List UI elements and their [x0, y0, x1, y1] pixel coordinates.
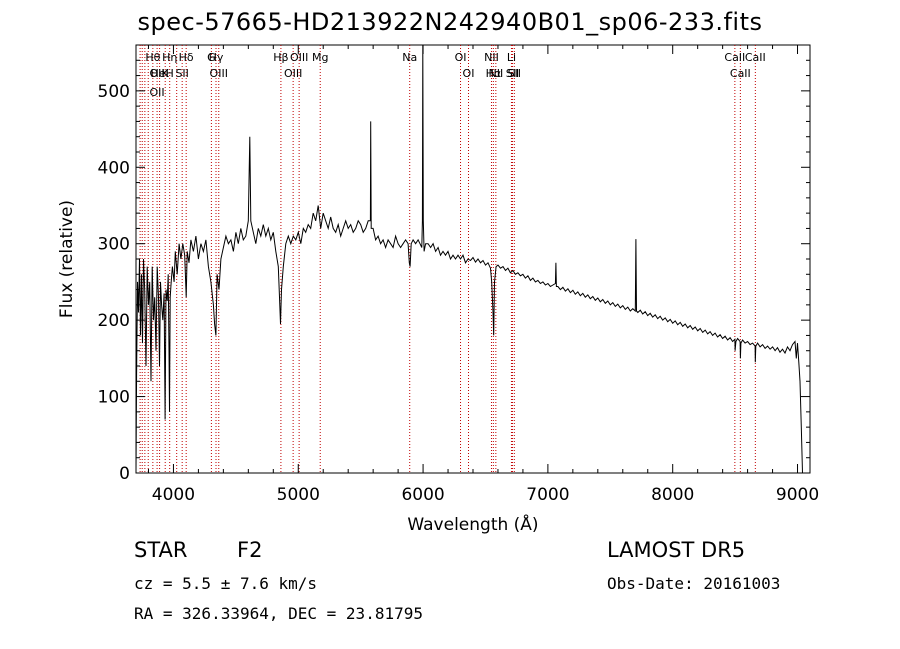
line-marker-label: SII: [508, 67, 521, 80]
line-markers: [139, 45, 756, 473]
line-marker-label: CaII: [745, 51, 766, 64]
obs-date: Obs-Date: 20161003: [607, 574, 781, 593]
line-marker-label: Hθ: [145, 51, 160, 64]
y-axis-label: Flux (relative): [57, 200, 77, 318]
line-marker-label: OII: [150, 67, 165, 80]
survey-name: LAMOST DR5: [607, 538, 746, 562]
chart-title: spec-57665-HD213922N242940B01_sp06-233.f…: [137, 8, 763, 36]
redshift-cz: cz = 5.5 ± 7.6 km/s: [134, 574, 318, 593]
line-marker-label: SII: [506, 67, 519, 80]
y-tick-label: 300: [98, 235, 130, 255]
line-marker-label: CaII: [724, 51, 745, 64]
line-marker-label: Hδ: [179, 51, 194, 64]
x-tick-label: 8000: [651, 485, 694, 505]
x-tick-label: 7000: [526, 485, 569, 505]
line-marker-label: H: [166, 67, 174, 80]
x-axis-ticks: 4000 5000 6000 7000 8000 9000: [147, 45, 819, 505]
x-tick-label: 4000: [152, 485, 195, 505]
line-marker-label: Li: [507, 51, 516, 64]
plot-frame: [135, 44, 811, 474]
x-axis-label: Wavelength (Å): [407, 513, 538, 535]
line-marker-label: OIII: [284, 67, 302, 80]
line-marker-label: OII: [150, 86, 165, 99]
line-marker-label: NII: [488, 67, 503, 80]
y-tick-label: 0: [119, 464, 130, 484]
object-subclass: F2: [237, 538, 263, 562]
spectrum-line: [135, 44, 803, 474]
line-marker-label: OIII: [210, 67, 228, 80]
line-marker-label: G: [207, 51, 216, 64]
line-marker-label: SII: [175, 67, 188, 80]
line-marker-label: OI: [463, 67, 475, 80]
line-marker-label: Hα: [486, 67, 502, 80]
line-marker-label: Hη: [162, 51, 177, 64]
line-marker-label: Na: [402, 51, 417, 64]
object-class: STAR: [134, 538, 188, 562]
line-marker-label: Mg: [312, 51, 328, 64]
line-marker-label: K: [162, 67, 170, 80]
line-marker-label: Hγ: [209, 51, 224, 64]
y-tick-label: 100: [98, 388, 130, 408]
y-tick-label: 200: [98, 311, 130, 331]
line-marker-label: NII: [484, 51, 499, 64]
y-tick-label: 400: [98, 158, 130, 178]
ra-dec: RA = 326.33964, DEC = 23.81795: [134, 604, 423, 623]
x-tick-label: 9000: [776, 485, 819, 505]
line-marker-label: HeI: [150, 67, 168, 80]
line-marker-label: OI: [455, 51, 467, 64]
line-marker-label: Hβ: [273, 51, 288, 64]
x-tick-label: 5000: [277, 485, 320, 505]
x-tick-label: 6000: [401, 485, 444, 505]
y-tick-label: 500: [98, 82, 130, 102]
line-marker-label: CaII: [730, 67, 751, 80]
y-axis-ticks: 0 100 200 300 400 500: [98, 59, 810, 484]
line-marker-label: OIII: [290, 51, 308, 64]
